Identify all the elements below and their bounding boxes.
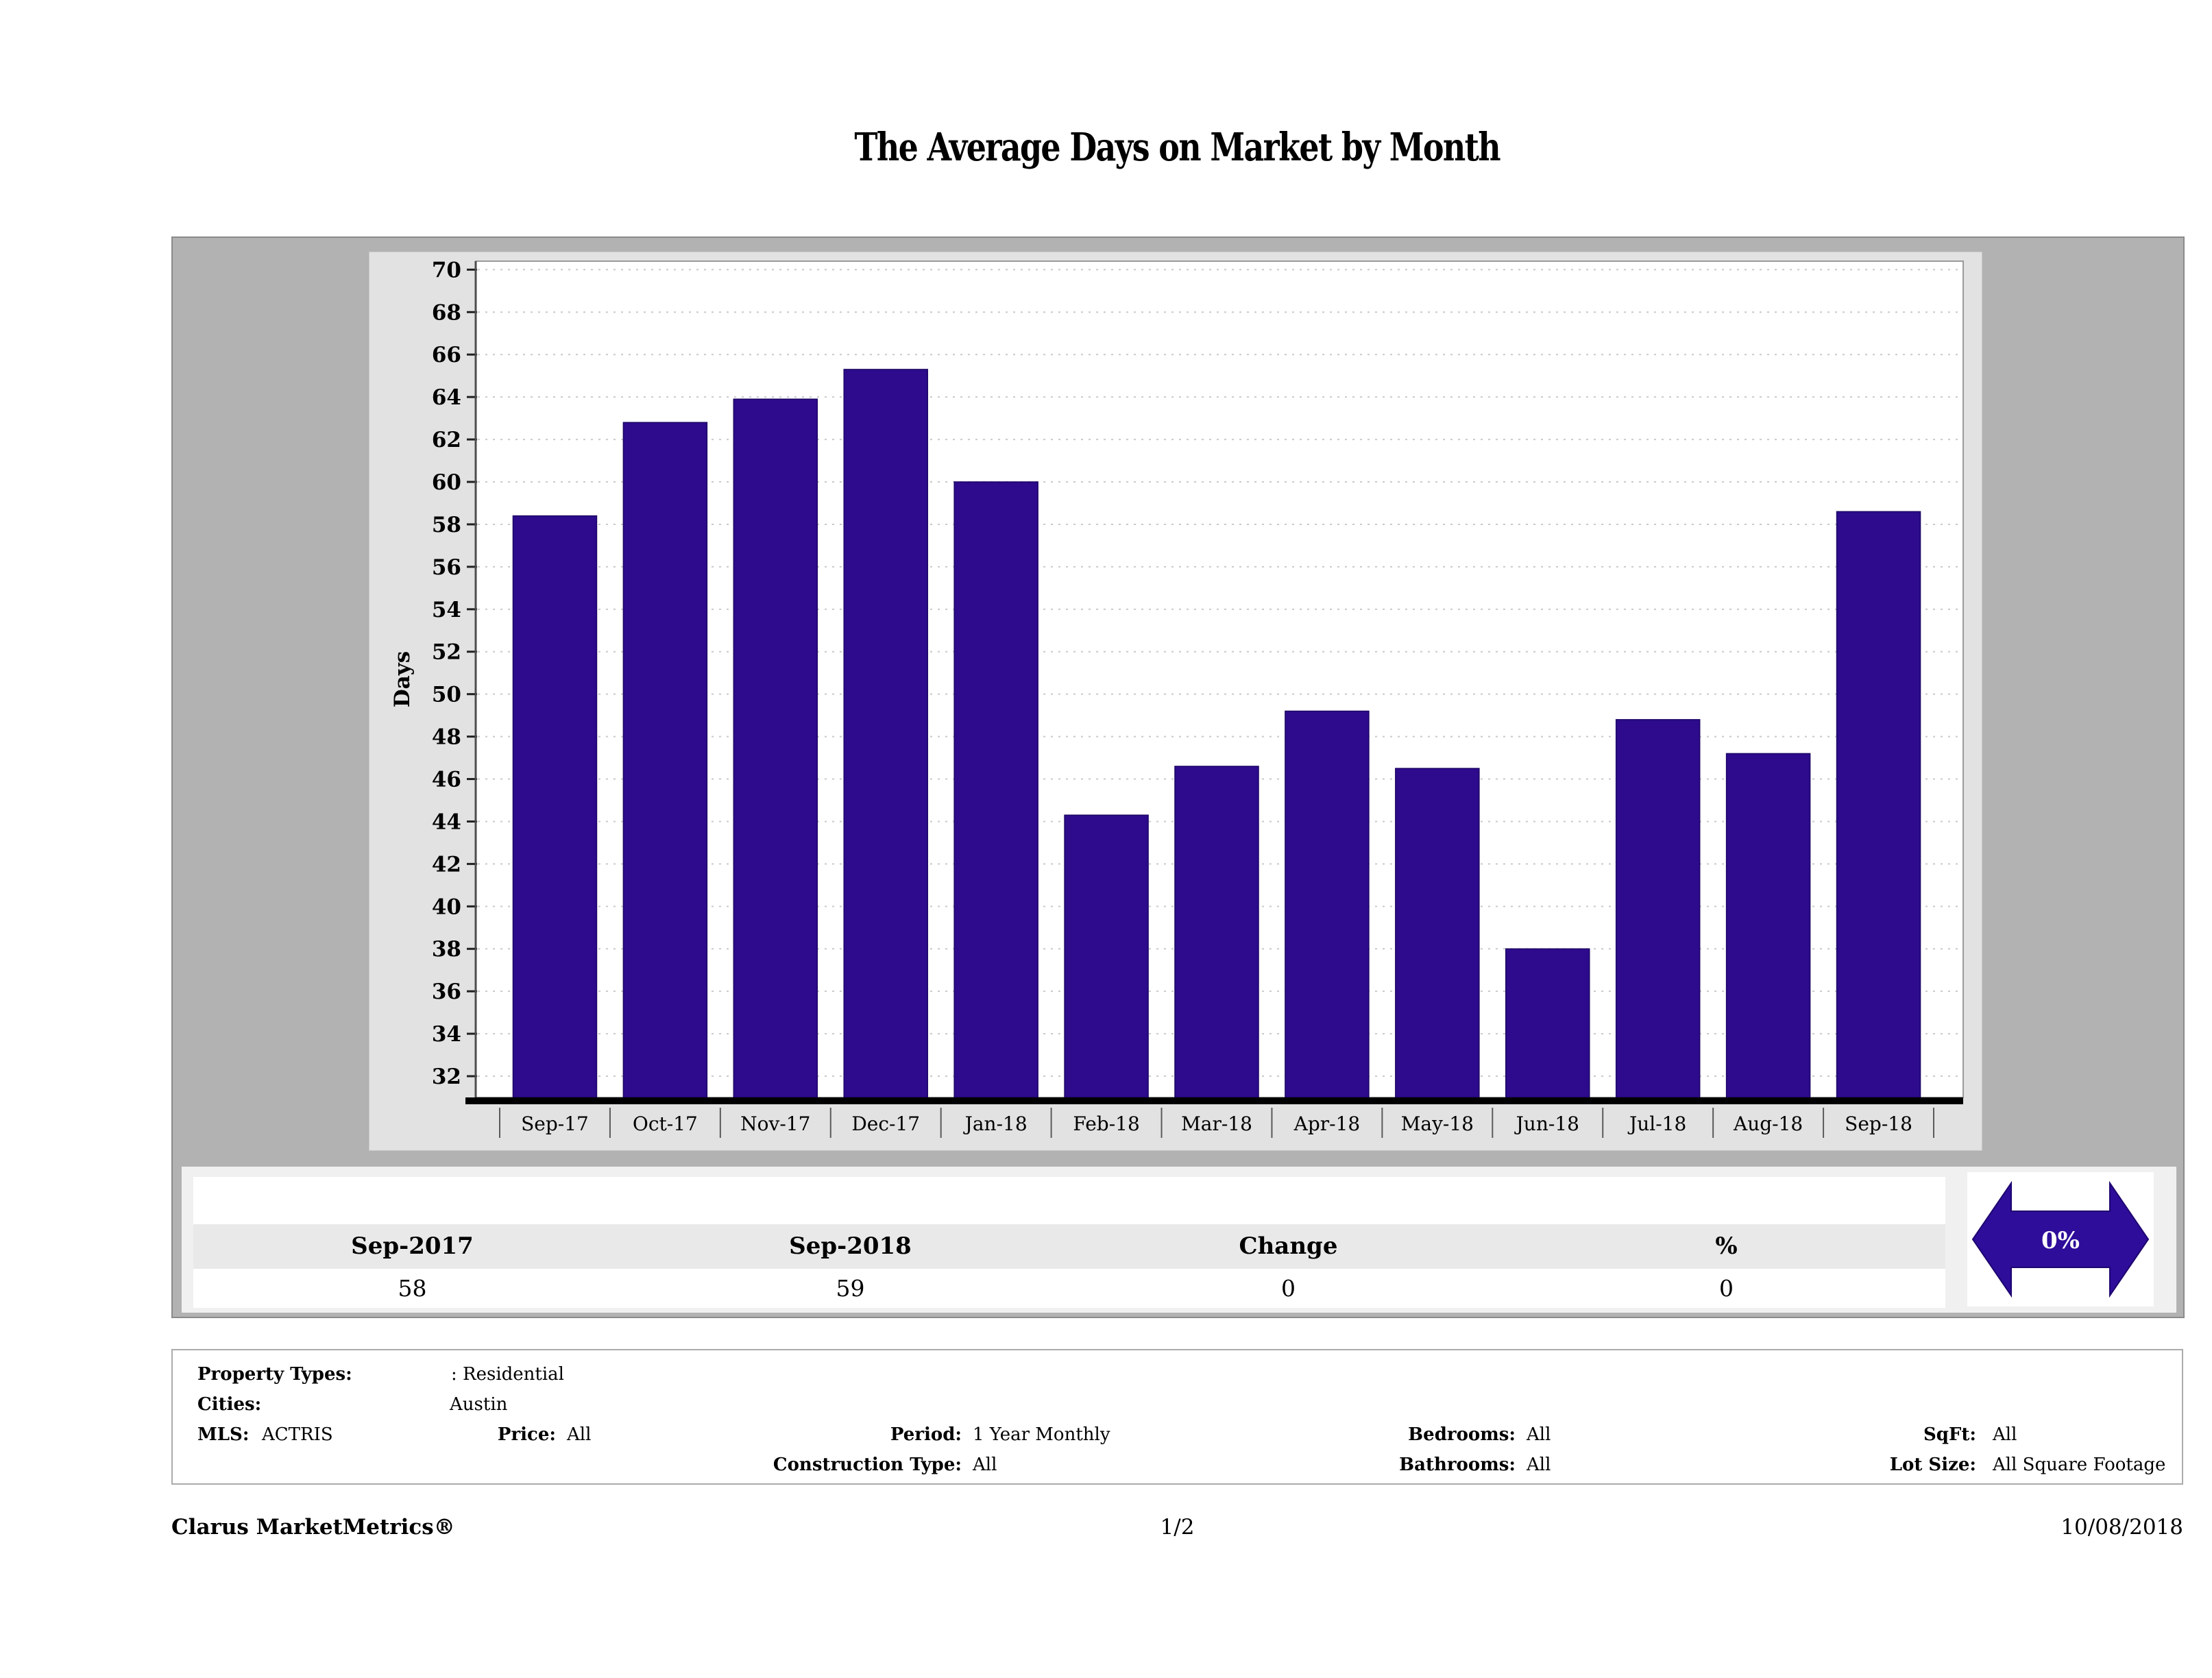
bar-Apr-18 xyxy=(1285,710,1370,1098)
bar-Feb-18 xyxy=(1064,814,1149,1098)
bar-Mar-18 xyxy=(1174,766,1259,1098)
summary-table: Sep-2017 Sep-2018 Change % 58 59 0 0 xyxy=(193,1177,1945,1308)
x-tick-label-Apr-18: Apr-18 xyxy=(1293,1112,1361,1135)
y-tick-label-48: 48 xyxy=(432,725,461,750)
x-tick-label-Feb-18: Feb-18 xyxy=(1073,1112,1139,1135)
bedrooms-value: All xyxy=(1527,1424,1551,1445)
x-tick-label-Dec-17: Dec-17 xyxy=(851,1112,920,1135)
x-tick-label-Mar-18: Mar-18 xyxy=(1181,1112,1252,1135)
y-tick-label-60: 60 xyxy=(432,470,461,495)
bathrooms-value: All xyxy=(1527,1455,1551,1475)
y-tick-label-54: 54 xyxy=(432,598,461,622)
y-tick-label-46: 46 xyxy=(432,768,461,792)
bar-Jan-18 xyxy=(953,481,1038,1098)
page-title-row: The Average Days on Market by Month xyxy=(171,125,2183,170)
cities-value: Austin xyxy=(450,1394,508,1415)
x-tick-label-Jan-18: Jan-18 xyxy=(963,1112,1028,1135)
bathrooms-label: Bathrooms: xyxy=(1399,1455,1516,1475)
summary-col-sep-2018: Sep-2018 xyxy=(789,1232,912,1260)
property-types-label: Property Types: xyxy=(197,1364,352,1385)
y-tick-label-44: 44 xyxy=(432,810,461,834)
chart-container: 32 34 36 38 40 42 44 46 48 50 52 54 56 58 60 62 64 66 68 70… xyxy=(369,252,1982,1151)
x-tick-label-Jun-18: Jun-18 xyxy=(1514,1112,1579,1135)
period-label: Period: xyxy=(890,1424,962,1445)
x-axis-line xyxy=(465,1097,1963,1104)
bar-Oct-17 xyxy=(622,422,708,1098)
bar-Jul-18 xyxy=(1615,719,1701,1098)
brand-name: Clarus MarketMetrics® xyxy=(171,1515,455,1540)
property-types-value: : Residential xyxy=(451,1364,565,1385)
y-tick-label-70: 70 xyxy=(432,258,461,282)
change-indicator: 0% xyxy=(1967,1172,2154,1306)
mls-label: MLS: xyxy=(197,1424,250,1445)
summary-col-percent: % xyxy=(1715,1232,1738,1260)
lot-size-label: Lot Size: xyxy=(1889,1455,1976,1475)
y-tick-label-56: 56 xyxy=(432,555,461,580)
y-tick-label-66: 66 xyxy=(432,343,461,367)
summary-value-change: 0 xyxy=(1281,1275,1296,1302)
y-tick-label-34: 34 xyxy=(432,1022,461,1047)
bar-Nov-17 xyxy=(733,398,818,1098)
summary-value-percent: 0 xyxy=(1719,1275,1734,1302)
x-tick-label-Sep-18: Sep-18 xyxy=(1845,1112,1912,1135)
chart-panel: 32 34 36 38 40 42 44 46 48 50 52 54 56 58 60 62 64 66 68 70… xyxy=(171,236,2185,1318)
y-tick-label-38: 38 xyxy=(432,937,461,962)
sqft-value: All xyxy=(1993,1424,2017,1445)
filters-panel: Property Types: : Residential Cities: Au… xyxy=(171,1349,2183,1485)
y-tick-label-62: 62 xyxy=(432,428,461,452)
summary-strip: Sep-2017 Sep-2018 Change % 58 59 0 0 0% xyxy=(182,1167,2176,1313)
y-tick-label-32: 32 xyxy=(432,1065,461,1089)
bar-Dec-17 xyxy=(843,369,928,1098)
construction-type-value: All xyxy=(973,1455,997,1475)
summary-value-sep-2018: 59 xyxy=(836,1275,865,1302)
bedrooms-label: Bedrooms: xyxy=(1408,1424,1516,1445)
period-value: 1 Year Monthly xyxy=(973,1424,1110,1445)
report-date: 10/08/2018 xyxy=(2061,1515,2183,1540)
y-tick-label-50: 50 xyxy=(432,683,461,707)
summary-col-sep-2017: Sep-2017 xyxy=(351,1232,474,1260)
bar-chart: 32 34 36 38 40 42 44 46 48 50 52 54 56 58 60 62 64 66 68 70… xyxy=(390,258,1964,1138)
mls-value: ACTRIS xyxy=(262,1424,333,1445)
y-tick-label-36: 36 xyxy=(432,980,461,1004)
x-tick-label-May-18: May-18 xyxy=(1401,1112,1474,1135)
x-tick-label-Nov-17: Nov-17 xyxy=(740,1112,810,1135)
sqft-label: SqFt: xyxy=(1923,1424,1976,1445)
summary-value-row: 58 59 0 0 xyxy=(193,1269,1945,1308)
y-tick-label-40: 40 xyxy=(432,895,461,919)
bar-May-18 xyxy=(1395,768,1480,1098)
cities-label: Cities: xyxy=(197,1394,262,1415)
y-tick-label-58: 58 xyxy=(432,513,461,537)
page-title: The Average Days on Market by Month xyxy=(854,125,1501,170)
y-tick-label-52: 52 xyxy=(432,640,461,665)
price-label: Price: xyxy=(497,1424,556,1445)
page-indicator: 1/2 xyxy=(1160,1515,1195,1540)
bar-Aug-18 xyxy=(1725,753,1811,1098)
summary-header-row: Sep-2017 Sep-2018 Change % xyxy=(193,1224,1945,1269)
price-value: All xyxy=(567,1424,592,1445)
bar-Sep-18 xyxy=(1836,511,1921,1098)
x-tick-label-Jul-18: Jul-18 xyxy=(1627,1112,1686,1135)
y-axis-label: Days xyxy=(390,651,415,707)
summary-value-sep-2017: 58 xyxy=(398,1275,427,1302)
page-footer: Clarus MarketMetrics® 1/2 10/08/2018 xyxy=(171,1515,2183,1545)
y-tick-label-64: 64 xyxy=(432,385,461,410)
x-tick-label-Sep-17: Sep-17 xyxy=(521,1112,589,1135)
bar-Jun-18 xyxy=(1505,948,1590,1098)
y-tick-label-42: 42 xyxy=(432,852,461,877)
x-tick-label-Aug-18: Aug-18 xyxy=(1733,1112,1803,1135)
summary-blank-row xyxy=(193,1177,1945,1224)
construction-type-label: Construction Type: xyxy=(773,1455,962,1475)
summary-col-change: Change xyxy=(1239,1232,1338,1260)
y-tick-label-68: 68 xyxy=(432,300,461,325)
double-arrow-shape xyxy=(1971,1180,2150,1298)
bar-Sep-17 xyxy=(512,515,598,1098)
x-tick-label-Oct-17: Oct-17 xyxy=(633,1112,698,1135)
change-badge-label: 0% xyxy=(2041,1227,2080,1254)
zero-percent-double-arrow-icon: 0% xyxy=(1971,1180,2150,1298)
lot-size-value: All Square Footage xyxy=(1993,1455,2166,1475)
